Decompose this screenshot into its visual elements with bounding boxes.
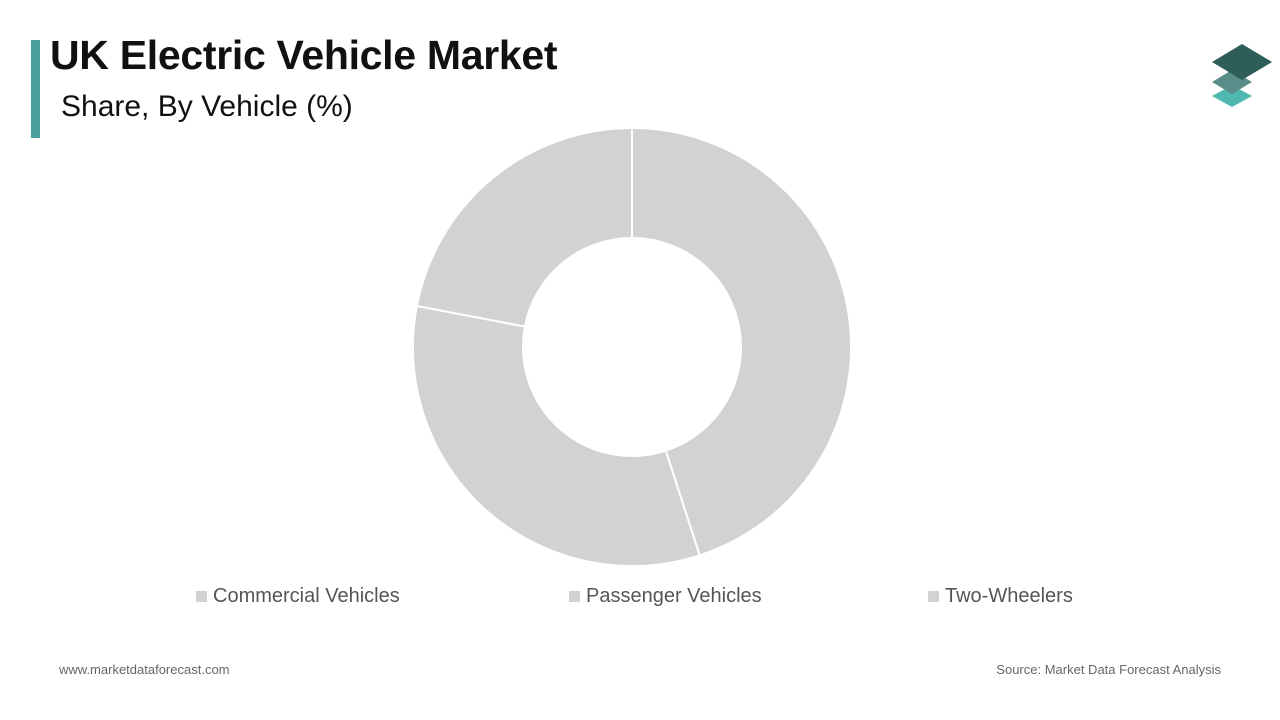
legend-item-commercial-vehicles: Commercial Vehicles	[196, 585, 400, 608]
donut-slice-two-wheelers	[415, 126, 633, 328]
legend-swatch-passenger-vehicles	[569, 591, 580, 602]
donut-slice-commercial-vehicles	[631, 126, 852, 557]
chart-subtitle: Share, By Vehicle (%)	[61, 90, 353, 123]
legend-label-passenger-vehicles: Passenger Vehicles	[586, 585, 762, 607]
legend-label-commercial-vehicles: Commercial Vehicles	[213, 585, 400, 607]
logo-layer-bottom	[1212, 85, 1252, 107]
legend-swatch-commercial-vehicles	[196, 591, 207, 602]
legend-item-two-wheelers: Two-Wheelers	[928, 585, 1073, 608]
chart-title: UK Electric Vehicle Market	[50, 32, 558, 78]
logo-layer-top	[1212, 44, 1272, 80]
donut-slice-passenger-vehicles	[412, 304, 701, 567]
legend-label-two-wheelers: Two-Wheelers	[945, 585, 1073, 607]
title-accent-bar	[31, 40, 40, 138]
footer-website: www.marketdataforecast.com	[59, 662, 230, 677]
chart-legend: Commercial Vehicles Passenger Vehicles T…	[0, 585, 1280, 613]
legend-swatch-two-wheelers	[928, 591, 939, 602]
donut-slices	[412, 126, 852, 567]
stacked-layers-icon	[1212, 44, 1272, 107]
legend-item-passenger-vehicles: Passenger Vehicles	[569, 585, 762, 608]
footer-source: Source: Market Data Forecast Analysis	[996, 662, 1221, 677]
